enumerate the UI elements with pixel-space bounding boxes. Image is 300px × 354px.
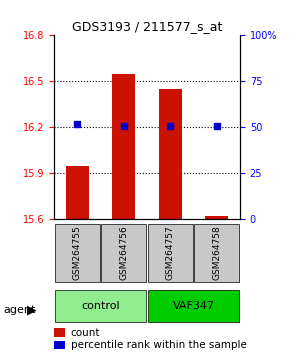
FancyBboxPatch shape <box>101 224 146 282</box>
Bar <box>112 74 135 219</box>
Text: GSM264758: GSM264758 <box>212 226 221 280</box>
Title: GDS3193 / 211577_s_at: GDS3193 / 211577_s_at <box>72 20 222 33</box>
FancyBboxPatch shape <box>55 224 100 282</box>
Text: agent: agent <box>3 305 35 315</box>
Text: control: control <box>81 301 120 311</box>
Text: GSM264757: GSM264757 <box>166 226 175 280</box>
Text: GSM264756: GSM264756 <box>119 226 128 280</box>
Text: VAF347: VAF347 <box>172 301 214 311</box>
FancyBboxPatch shape <box>148 224 193 282</box>
FancyBboxPatch shape <box>148 290 239 322</box>
Text: GSM264755: GSM264755 <box>73 226 82 280</box>
Bar <box>66 166 89 219</box>
Bar <box>54 341 65 349</box>
Bar <box>159 89 182 219</box>
Text: count: count <box>71 327 100 338</box>
Bar <box>54 328 65 337</box>
Text: ▶: ▶ <box>27 303 37 316</box>
Bar <box>205 216 228 219</box>
FancyBboxPatch shape <box>194 224 239 282</box>
FancyBboxPatch shape <box>55 290 146 322</box>
Text: percentile rank within the sample: percentile rank within the sample <box>71 340 247 350</box>
